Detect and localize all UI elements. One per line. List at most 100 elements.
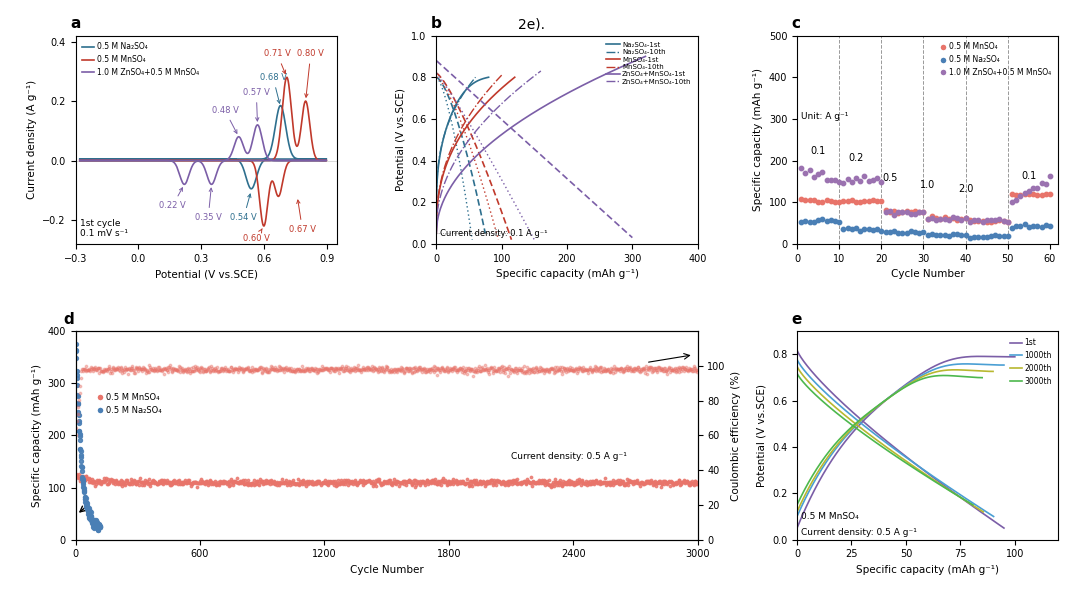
Point	[650, 364, 667, 373]
Point	[239, 479, 256, 488]
Point	[502, 476, 519, 486]
Point	[177, 479, 194, 488]
Point	[149, 363, 166, 372]
Point	[928, 213, 945, 223]
Point	[617, 365, 634, 375]
Point	[619, 365, 636, 374]
Point	[214, 479, 231, 488]
Point	[369, 474, 387, 484]
Point	[191, 478, 208, 487]
Point	[498, 477, 515, 487]
Point	[626, 364, 644, 373]
Point	[68, 469, 85, 479]
Point	[511, 363, 528, 372]
Point	[81, 515, 98, 524]
Point	[382, 479, 400, 488]
Point	[578, 480, 595, 490]
Point	[107, 364, 124, 374]
Point	[388, 477, 405, 486]
Point	[71, 388, 89, 397]
Point	[373, 366, 390, 376]
Point	[231, 476, 248, 486]
Point	[69, 407, 86, 417]
Point	[117, 365, 134, 374]
Point	[73, 364, 91, 374]
Point	[990, 231, 1008, 241]
Point	[495, 477, 512, 487]
Point	[890, 208, 907, 217]
Point	[671, 475, 688, 484]
Point	[254, 476, 271, 486]
Point	[657, 476, 674, 485]
Text: 2.0: 2.0	[958, 184, 973, 194]
Point	[501, 479, 518, 489]
Point	[82, 508, 99, 517]
Point	[177, 366, 194, 375]
Point	[296, 477, 313, 486]
Point	[630, 478, 647, 487]
Point	[450, 479, 468, 488]
Point	[287, 479, 305, 489]
Point	[662, 363, 679, 372]
Point	[671, 363, 688, 372]
Point	[656, 364, 673, 373]
Text: e: e	[792, 312, 802, 327]
Point	[469, 479, 486, 488]
Point	[350, 477, 367, 487]
Point	[75, 487, 92, 497]
Point	[80, 473, 97, 483]
Point	[89, 365, 106, 375]
Point	[99, 364, 117, 374]
Point	[80, 365, 97, 374]
Point	[629, 362, 646, 372]
Point	[453, 367, 470, 377]
Point	[234, 477, 252, 486]
Point	[261, 477, 279, 486]
Point	[402, 477, 419, 487]
Point	[536, 479, 553, 488]
Point	[249, 365, 267, 375]
Point	[240, 363, 257, 372]
Point	[355, 365, 373, 374]
Point	[347, 363, 364, 372]
Point	[383, 366, 401, 375]
Point	[232, 365, 249, 374]
Point	[465, 475, 483, 484]
Y-axis label: Potential (V vs.SCE): Potential (V vs.SCE)	[395, 88, 406, 191]
Point	[135, 480, 152, 490]
Point	[391, 479, 408, 488]
Point	[436, 364, 454, 374]
Point	[143, 365, 160, 375]
Point	[393, 479, 410, 488]
Point	[395, 479, 413, 489]
Point	[480, 368, 497, 377]
Point	[382, 367, 400, 377]
Point	[73, 474, 91, 483]
Point	[294, 361, 311, 371]
Point	[582, 365, 599, 375]
Point	[953, 215, 970, 224]
Point	[230, 478, 247, 487]
Point	[616, 364, 633, 374]
Point	[652, 479, 670, 488]
Point	[941, 231, 958, 241]
Point	[645, 480, 662, 489]
Point	[289, 366, 307, 376]
Point	[653, 480, 671, 489]
Point	[185, 366, 202, 375]
Point	[1012, 190, 1029, 200]
Point	[211, 366, 228, 376]
Point	[116, 478, 133, 487]
Point	[338, 477, 355, 487]
Point	[470, 362, 487, 371]
Point	[566, 366, 583, 375]
Point	[121, 480, 138, 489]
Point	[148, 365, 165, 375]
Point	[649, 478, 666, 487]
Point	[91, 520, 108, 530]
Point	[354, 476, 372, 485]
Point	[297, 477, 314, 487]
Point	[375, 365, 392, 374]
Point	[252, 477, 269, 486]
Point	[116, 367, 133, 377]
